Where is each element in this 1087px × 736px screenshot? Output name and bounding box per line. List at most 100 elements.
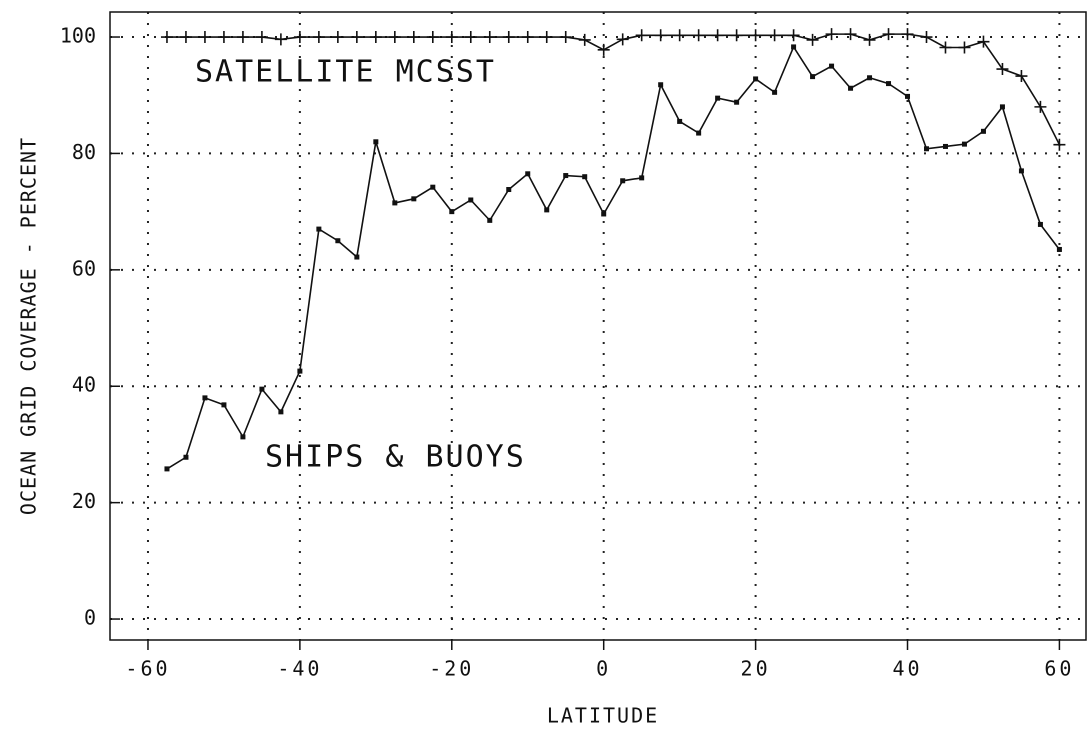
point-marker [236,31,249,44]
point-marker [198,31,211,44]
point-marker [221,402,227,408]
point-marker [578,33,591,46]
point-marker [1018,168,1024,174]
x-tick-label: -20 [429,657,474,681]
point-marker [202,395,208,401]
point-marker [942,143,948,149]
point-marker [601,211,607,217]
point-marker [160,31,173,44]
point-marker [810,74,816,80]
point-marker [711,29,724,42]
point-marker [350,31,363,44]
point-marker [696,130,702,136]
point-marker [654,29,667,42]
point-marker [597,43,610,56]
point-marker [867,75,873,81]
point-marker [278,409,284,415]
point-marker [430,184,436,190]
point-marker [255,31,268,44]
point-marker [749,29,762,42]
point-marker [369,31,382,44]
point-marker [388,31,401,44]
series-line [166,45,1061,470]
point-marker [164,466,170,472]
point-marker [844,28,857,41]
point-marker [407,31,420,44]
point-marker [316,226,322,232]
point-marker [901,28,914,41]
point-marker [806,33,819,46]
point-marker [335,238,341,244]
x-tick-label: -40 [277,657,322,681]
annotation: SHIPS & BUOYS [265,440,526,475]
point-marker [996,63,1009,76]
y-tick-label: 0 [84,606,96,630]
x-tick-label: 60 [1044,657,1074,681]
y-tick-label: 60 [72,256,96,280]
point-marker [787,29,800,42]
point-marker [829,63,835,69]
point-marker [179,31,192,44]
point-marker [468,197,474,203]
point-marker [939,41,952,54]
plot-frame [109,11,1087,641]
point-marker [259,386,265,392]
point-marker [639,175,645,181]
point-marker [863,33,876,46]
point-marker [658,82,664,88]
point-marker [1053,138,1066,151]
point-marker [730,29,743,42]
point-marker [825,28,838,41]
point-marker [426,31,439,44]
point-marker [217,31,230,44]
annotation: SATELLITE MCSST [195,55,496,90]
point-marker [502,31,515,44]
point-marker [521,31,534,44]
point-marker [331,31,344,44]
point-marker [768,29,781,42]
point-marker [483,31,496,44]
point-marker [445,31,458,44]
point-marker [293,31,306,44]
point-marker [1015,70,1028,83]
point-marker [464,31,477,44]
y-tick-label: 100 [60,24,96,48]
point-marker [487,217,493,223]
point-marker [692,29,705,42]
point-marker [183,454,189,460]
point-marker [791,44,797,50]
point-marker [1037,221,1043,227]
point-marker [1034,100,1047,113]
y-axis-label: OCEAN GRID COVERAGE - PERCENT [17,137,41,515]
x-tick-label: 40 [892,657,922,681]
x-axis-label: LATITUDE [547,704,659,728]
point-marker [886,81,892,87]
point-marker [297,368,303,374]
point-marker [999,104,1005,110]
point-marker [506,187,512,193]
point-marker [977,35,990,48]
point-marker [411,196,417,202]
point-marker [715,95,721,101]
point-marker [882,28,895,41]
point-marker [980,128,986,134]
point-marker [559,31,572,44]
point-marker [563,173,569,179]
point-marker [620,178,626,184]
point-marker [582,174,588,180]
point-marker [923,146,929,152]
point-marker [635,29,648,42]
point-marker [961,141,967,147]
point-marker [392,200,398,206]
x-tick-label: -60 [125,657,170,681]
point-marker [1056,246,1062,252]
point-marker [354,254,360,260]
x-tick-label: 0 [596,657,611,681]
y-tick-label: 40 [72,373,96,397]
point-marker [240,434,246,440]
x-tick-label: 20 [741,657,771,681]
point-marker [449,209,455,215]
y-tick-label: 20 [72,489,96,513]
point-marker [677,118,683,124]
